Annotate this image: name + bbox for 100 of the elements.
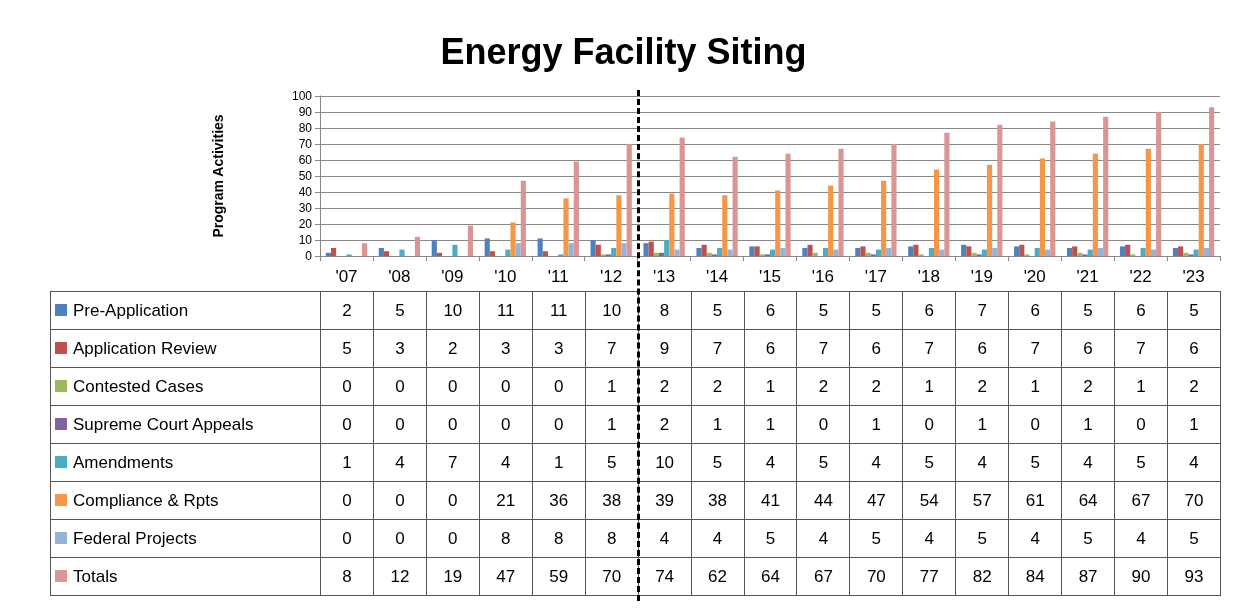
data-label: 54	[902, 481, 956, 520]
data-label: 4	[691, 519, 744, 558]
bar	[1125, 244, 1131, 256]
data-label: 59	[532, 557, 586, 596]
legend-label: Supreme Court Appeals	[73, 414, 254, 434]
bar	[378, 248, 384, 256]
bar	[732, 156, 738, 256]
bar	[961, 244, 967, 256]
data-label: 5	[796, 291, 850, 330]
x-tick-label: '19	[970, 267, 993, 286]
data-label: 11	[479, 291, 533, 330]
x-tick-label: '17	[864, 267, 887, 286]
data-label: 2	[426, 329, 480, 368]
data-label: 0	[796, 405, 850, 444]
data-label: 10	[585, 291, 639, 330]
y-tick-label: 50	[298, 169, 313, 183]
data-label: 0	[426, 405, 480, 444]
bar	[431, 240, 437, 256]
bar	[807, 244, 813, 256]
data-label: 5	[849, 291, 903, 330]
bar	[1019, 244, 1025, 256]
data-label: 70	[849, 557, 903, 596]
data-label: 62	[691, 557, 744, 596]
bar	[330, 248, 337, 256]
data-label: 77	[902, 557, 956, 596]
bar	[568, 243, 574, 256]
bar	[648, 241, 654, 256]
chart-title: Energy Facility Siting	[440, 30, 807, 72]
data-label: 84	[1008, 557, 1062, 596]
data-label: 64	[744, 557, 797, 596]
bar	[891, 144, 897, 256]
data-label: 5	[955, 519, 1009, 558]
data-label: 47	[849, 481, 903, 520]
legend-label: Totals	[73, 566, 118, 586]
y-tick-label: 20	[298, 217, 313, 231]
data-label: 0	[532, 367, 586, 406]
bar	[467, 225, 473, 256]
bar	[563, 198, 569, 256]
bar	[822, 248, 829, 256]
bar	[1087, 249, 1093, 256]
data-label: 0	[902, 405, 956, 444]
data-label: 5	[1167, 519, 1221, 558]
data-label: 41	[744, 481, 797, 520]
data-label: 5	[1114, 443, 1168, 482]
data-label: 4	[373, 443, 427, 482]
data-label: 7	[426, 443, 480, 482]
data-label: 44	[796, 481, 850, 520]
data-label: 5	[902, 443, 956, 482]
bar	[590, 240, 596, 256]
data-label: 4	[638, 519, 692, 558]
data-label: 8	[479, 519, 533, 558]
bar	[669, 193, 675, 256]
bar	[997, 124, 1003, 256]
data-label: 21	[479, 481, 533, 520]
data-label: 0	[426, 481, 480, 520]
data-label: 2	[1061, 367, 1115, 406]
x-tick-label: '13	[653, 267, 676, 286]
y-tick-label: 40	[298, 185, 313, 199]
data-label: 1	[902, 367, 956, 406]
data-label: 64	[1061, 481, 1115, 520]
bar	[595, 244, 601, 256]
x-tick-label: '14	[705, 267, 729, 286]
legend-label: Amendments	[73, 452, 174, 472]
data-label: 38	[691, 481, 744, 520]
data-label: 67	[796, 557, 850, 596]
bar	[828, 185, 834, 256]
data-label: 90	[1114, 557, 1168, 596]
bar	[520, 180, 526, 256]
data-label: 93	[1167, 557, 1221, 596]
x-tick-label: '23	[1182, 267, 1205, 286]
bar	[1103, 116, 1109, 256]
data-label: 1	[320, 443, 374, 482]
data-label: 11	[532, 291, 586, 330]
bar	[775, 190, 781, 256]
bar	[1198, 144, 1204, 256]
bar	[1097, 248, 1104, 256]
data-label: 0	[373, 519, 427, 558]
bar	[414, 236, 421, 256]
data-label: 7	[1008, 329, 1062, 368]
data-label: 1	[1167, 405, 1221, 444]
bar	[674, 249, 680, 256]
bar	[727, 249, 733, 256]
bar	[679, 137, 685, 256]
data-label: 6	[744, 291, 797, 330]
bar	[986, 164, 993, 256]
bar	[399, 249, 405, 256]
y-tick-label: 0	[305, 249, 313, 263]
y-tick-label: 70	[298, 137, 313, 151]
bar	[696, 248, 702, 256]
data-label: 2	[955, 367, 1009, 406]
bar	[875, 249, 882, 256]
data-label: 5	[320, 329, 374, 368]
x-tick-label: '11	[547, 267, 569, 286]
data-label: 67	[1114, 481, 1168, 520]
bar	[913, 244, 919, 256]
bar	[1172, 248, 1179, 256]
data-label: 0	[479, 405, 533, 444]
data-label: 1	[691, 405, 744, 444]
y-tick-label: 60	[298, 153, 313, 167]
bar	[611, 248, 617, 256]
